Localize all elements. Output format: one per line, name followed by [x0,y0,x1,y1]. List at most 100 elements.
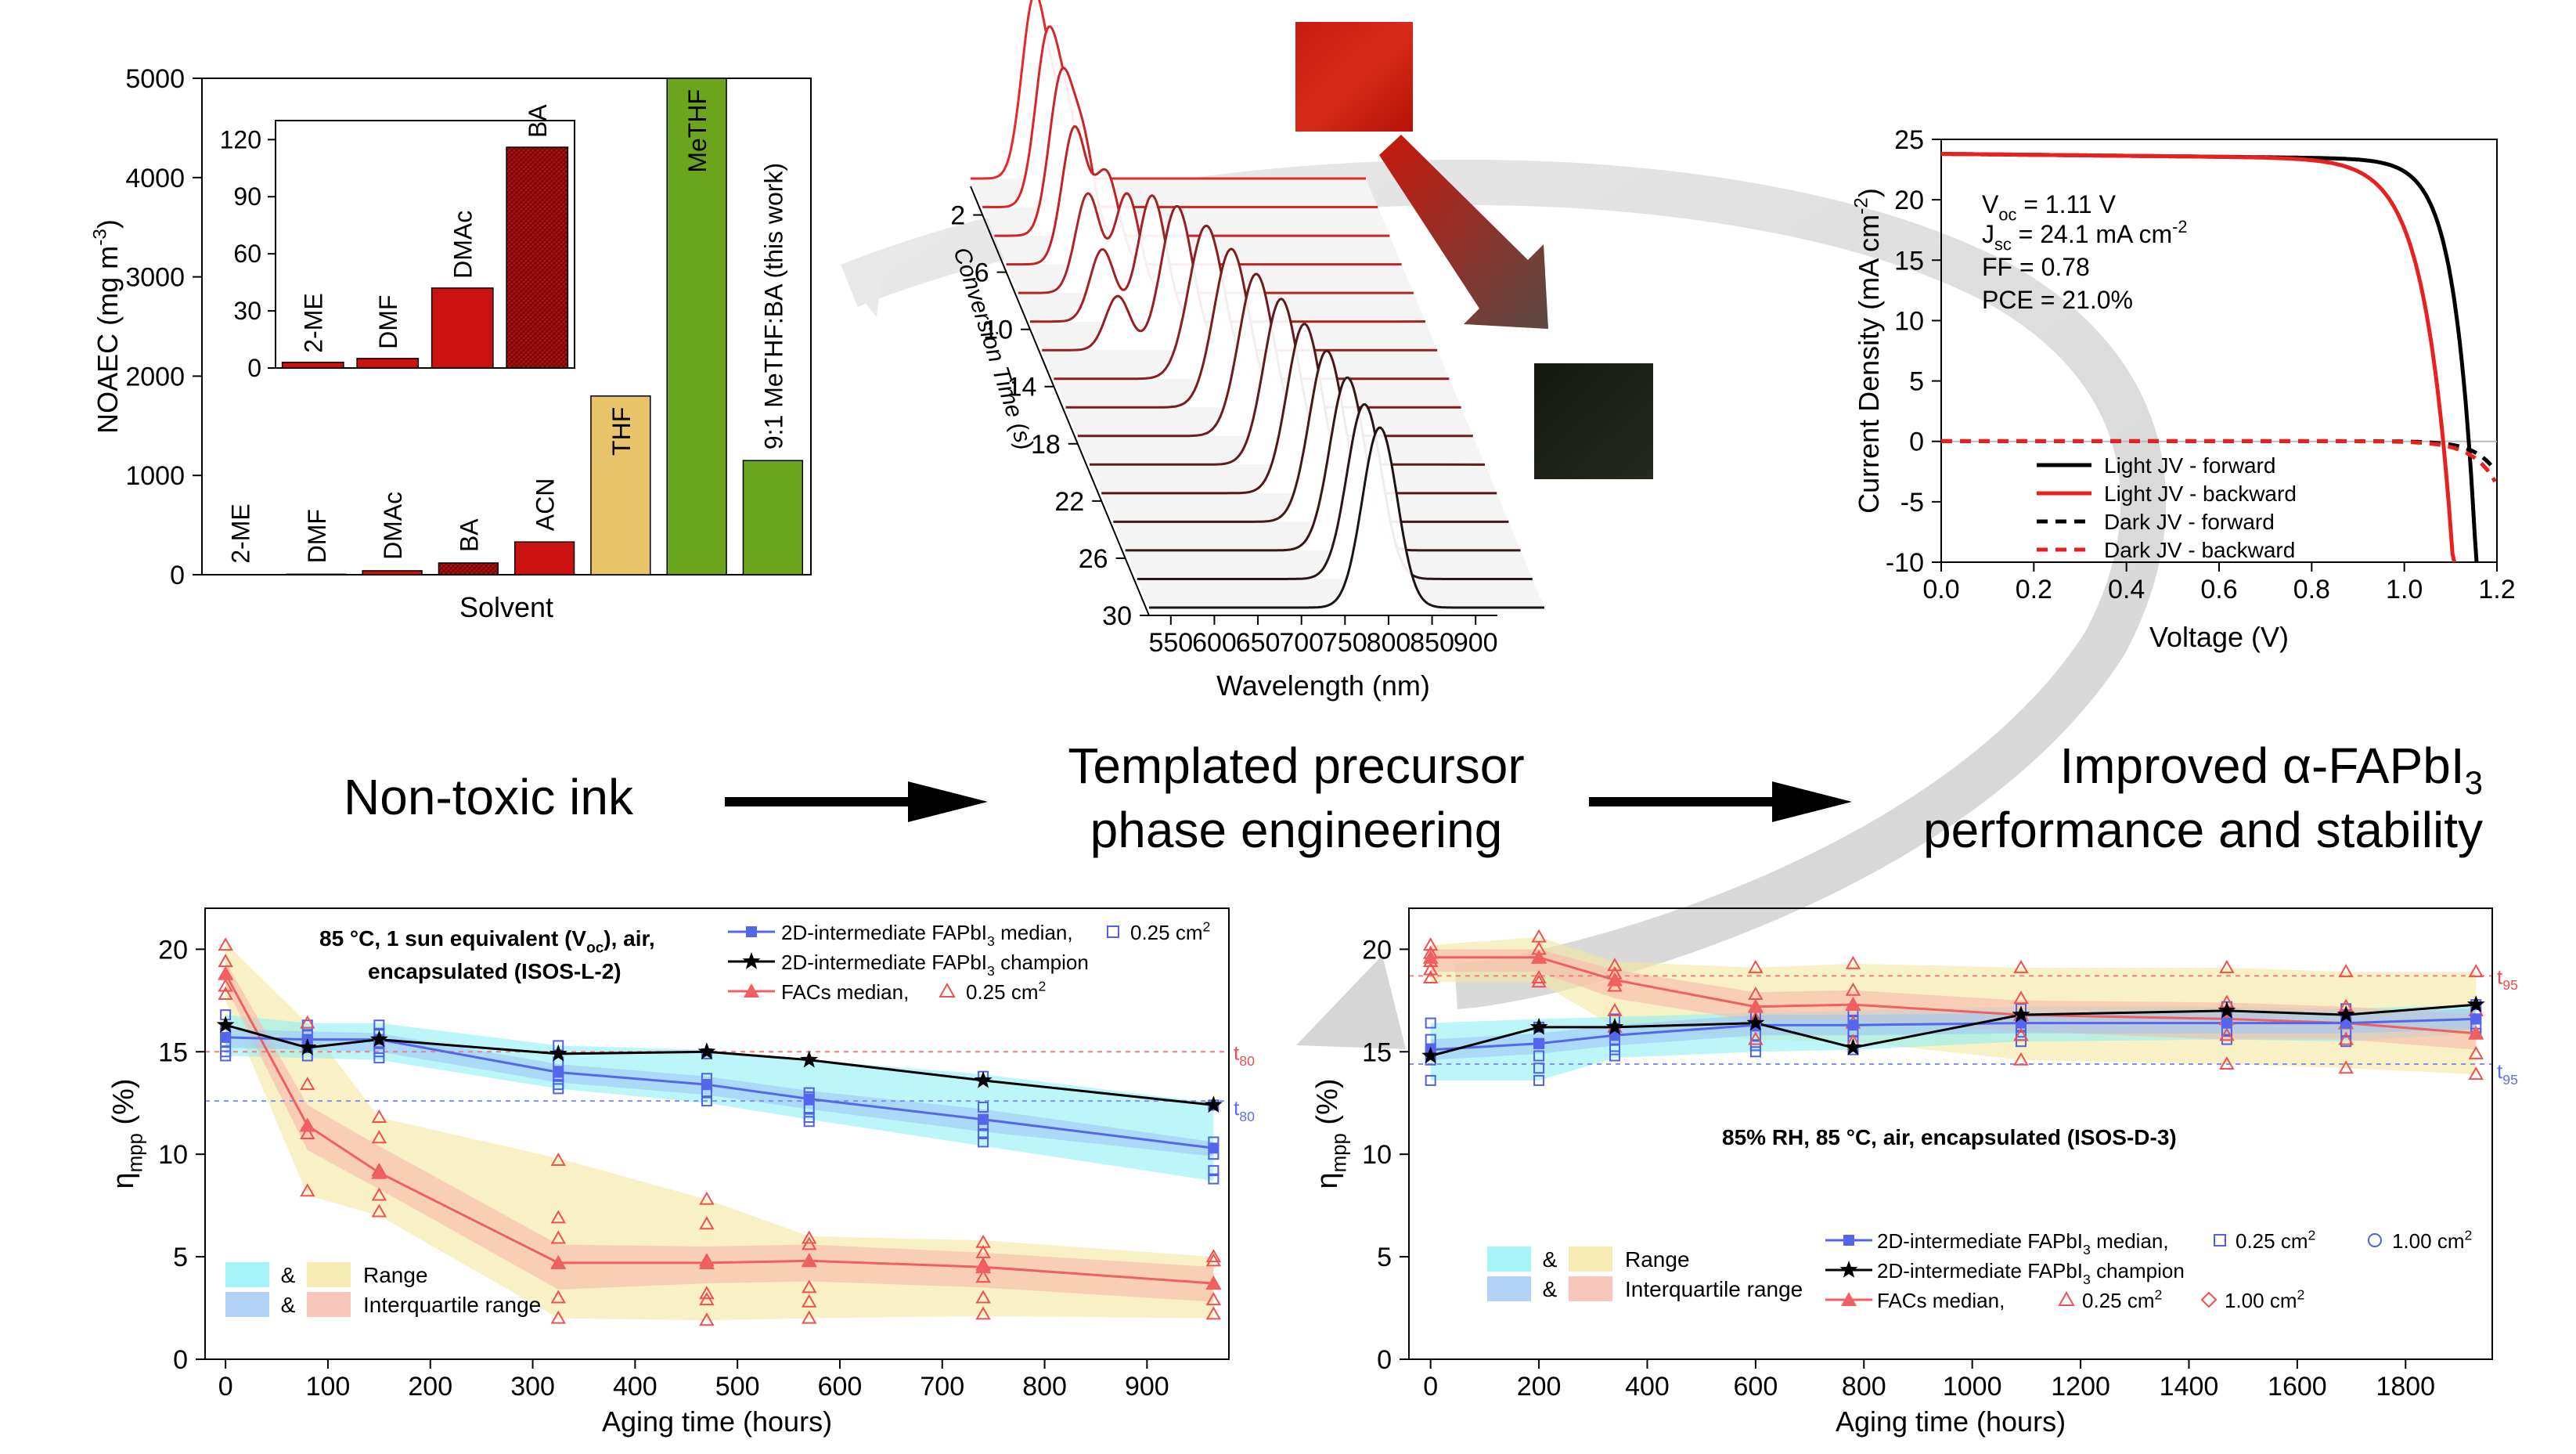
y-tick-label: 15 [158,1037,188,1067]
z-tick-label: 22 [1054,487,1084,517]
legend-label: Dark JV - forward [2104,510,2275,534]
bar-label: DMF [303,509,331,563]
x-tick-label: 900 [1454,628,1498,658]
legend-range-red [1569,1247,1612,1272]
x-tick-label: 500 [715,1372,760,1402]
inset-y-tick-label: 120 [220,125,261,153]
x-tick-label: 200 [1517,1372,1562,1402]
y-axis-label: NOAEC (mg m-3) [90,219,124,434]
legend-marker [2059,1293,2073,1305]
legend-label: Light JV - forward [2104,453,2275,478]
flow-arrow-1 [725,781,988,822]
flow-step-1: Non-toxic ink [344,769,634,825]
x-tick-label: 700 [1279,628,1324,658]
legend-label: Light JV - backward [2104,482,2297,506]
flow-step-2-line-1: Templated precursor [1068,738,1524,794]
legend-area-label: 0.25 cm2 [2236,1228,2315,1253]
x-tick-label: 1800 [2376,1372,2435,1402]
y-tick-label: 5 [1377,1243,1392,1272]
z-tick-label: 30 [1102,601,1132,631]
legend-range-label: Range [363,1263,428,1287]
bar [743,460,802,575]
blue-median-marker [2221,1018,2232,1029]
y-tick-label: 4000 [125,164,185,193]
t-red-label: t80 [1234,1041,1255,1069]
legend-range-label: Range [1625,1247,1690,1272]
y-tick-label: 5000 [125,64,185,94]
x-tick-label: 850 [1410,628,1454,658]
legend-marker [940,984,954,997]
t-blue-label: t95 [2497,1059,2518,1088]
y-tick-label: 5 [173,1243,188,1272]
x-tick-label: 0.8 [2293,575,2330,604]
legend-amp: & [1543,1277,1558,1301]
chart-title: 85% RH, 85 °C, air, encapsulated (ISOS-D… [1722,1125,2177,1149]
x-tick-label: 800 [1842,1372,1886,1402]
legend-marker [743,952,761,969]
x-tick-label: 400 [613,1372,658,1402]
legend-marker [1843,1235,1854,1246]
bar-label: MeTHF [683,89,712,173]
x-tick-label: 650 [1236,628,1281,658]
x-tick-label: 0 [218,1372,233,1402]
inset-bar [283,363,344,368]
bar-label: BA [455,518,483,552]
z-tick-label: 26 [1079,544,1108,574]
flow-step-3-line-2: performance and stability [1923,802,2483,858]
legend-amp: & [1543,1247,1558,1272]
y-tick-label: -10 [1886,548,1924,578]
y-tick-label: 0 [173,1345,188,1375]
bar [286,574,346,575]
y-tick-label: 20 [1362,935,1392,965]
z-tick-label: 2 [950,201,965,231]
x-axis-label: Aging time (hours) [1836,1405,2066,1438]
x-axis-label: Wavelength (nm) [1216,669,1430,702]
bar [515,542,575,575]
legend-facs-label: FACs median, [1877,1289,2005,1312]
x-tick-label: 1000 [1943,1372,2002,1402]
x-tick-label: 900 [1125,1372,1169,1402]
blue-median-marker [1847,1019,1858,1030]
chart-title-line-2: encapsulated (ISOS-L-2) [368,959,621,983]
inset-bar-label: BA [524,104,552,138]
blue-median-marker [701,1079,712,1090]
legend-amp: & [281,1293,296,1317]
y-tick-label: 1000 [125,461,185,491]
bar [362,571,422,575]
legend-marker [1108,926,1119,937]
black-film-photo [1534,363,1653,479]
legend-champion-label: 2D-intermediate FAPbI3 champion [781,951,1089,979]
bar [438,563,498,575]
y-axis-label: Current Density (mA cm-2) [1851,188,1885,514]
x-tick-label: 800 [1367,628,1411,658]
y-axis-label: ηmpp (%) [1311,1078,1350,1189]
y-axis-label: ηmpp (%) [107,1078,146,1189]
inset-bar-label: DMF [374,295,402,349]
y-tick-label: 20 [1894,186,1924,215]
x-axis-label: Solvent [459,591,553,623]
y-tick-label: 10 [1894,306,1924,336]
legend-area-label: 0.25 cm2 [966,979,1046,1004]
y-tick-label: 15 [1894,246,1924,276]
flow-step-2-line-2: phase engineering [1090,802,1503,858]
x-tick-label: 300 [510,1372,555,1402]
y-tick-label: 5 [1909,367,1924,397]
y-tick-label: 0 [170,561,185,590]
bar-label: 2-ME [227,503,255,563]
inset-bar [506,147,567,368]
bar-label: ACN [531,478,560,532]
blue-median-marker [1533,1038,1544,1049]
x-tick-label: 100 [306,1372,351,1402]
inset-y-tick-label: 0 [247,354,261,382]
legend-area-label: 0.25 cm2 [2082,1287,2162,1312]
legend-facs-label: FACs median, [781,980,909,1004]
legend-iqr-blue [1487,1276,1531,1301]
y-tick-label: 0 [1377,1345,1392,1375]
x-tick-label: 600 [1192,628,1237,658]
x-tick-label: 800 [1022,1372,1067,1402]
y-tick-label: 15 [1362,1037,1392,1067]
x-tick-label: 0.4 [2108,575,2145,604]
legend-marker [746,926,757,937]
legend-label: Dark JV - backward [2104,538,2295,562]
legend-marker [2369,1234,2381,1247]
